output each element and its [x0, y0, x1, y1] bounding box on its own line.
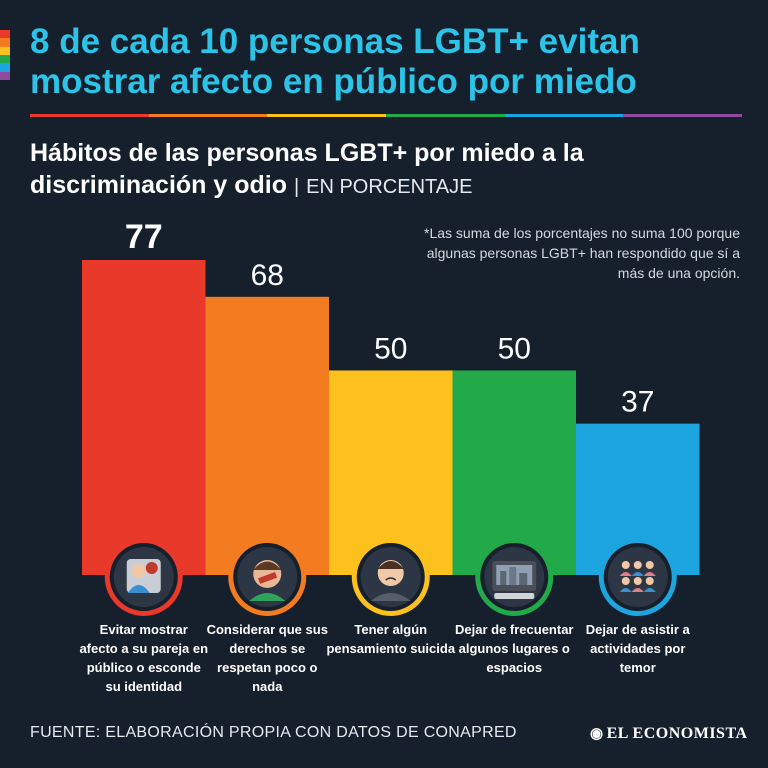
headline: 8 de cada 10 personas LGBT+ evitan mostr… — [30, 22, 640, 101]
category-label-2: Considerar que sus derechos se respetan … — [206, 622, 328, 694]
category-label-5: Dejar de asistir a actividades por temor — [585, 622, 690, 675]
group-icon — [598, 538, 677, 616]
cityscape-icon — [475, 538, 554, 616]
rainbow-flag-mark — [0, 30, 10, 80]
unit-label: EN PORCENTAJE — [306, 176, 473, 198]
value-label-4: 50 — [498, 332, 531, 365]
rainbow-divider — [30, 114, 743, 117]
bar-1 — [82, 260, 206, 575]
value-label-5: 37 — [621, 386, 654, 419]
globe-icon: ◉ — [590, 726, 604, 742]
bar-2 — [205, 296, 329, 575]
footnote: *Las suma de los porcentajes no suma 100… — [424, 225, 740, 281]
couple-icon — [104, 538, 183, 616]
silenced-person-icon — [228, 538, 307, 616]
sad-person-icon — [351, 538, 430, 616]
category-label-1: Evitar mostrar afecto a su pareja en púb… — [79, 622, 209, 694]
value-label-1: 77 — [125, 218, 163, 256]
brand-logo: ◉ EL ECONOMISTA — [590, 724, 748, 743]
category-label-3: Tener algún pensamiento suicida — [326, 622, 456, 656]
category-label-4: Dejar de frecuentar algunos lugares o es… — [455, 622, 574, 675]
value-label-2: 68 — [251, 259, 284, 292]
source-line: FUENTE: ELABORACIÓN PROPIA CON DATOS DE … — [30, 724, 517, 741]
brand-name: EL ECONOMISTA — [606, 725, 748, 742]
value-label-3: 50 — [374, 332, 407, 365]
subtitle-text: Hábitos de las personas LGBT+ por miedo … — [30, 139, 584, 199]
chart-subtitle: Hábitos de las personas LGBT+ por miedo … — [30, 139, 584, 199]
